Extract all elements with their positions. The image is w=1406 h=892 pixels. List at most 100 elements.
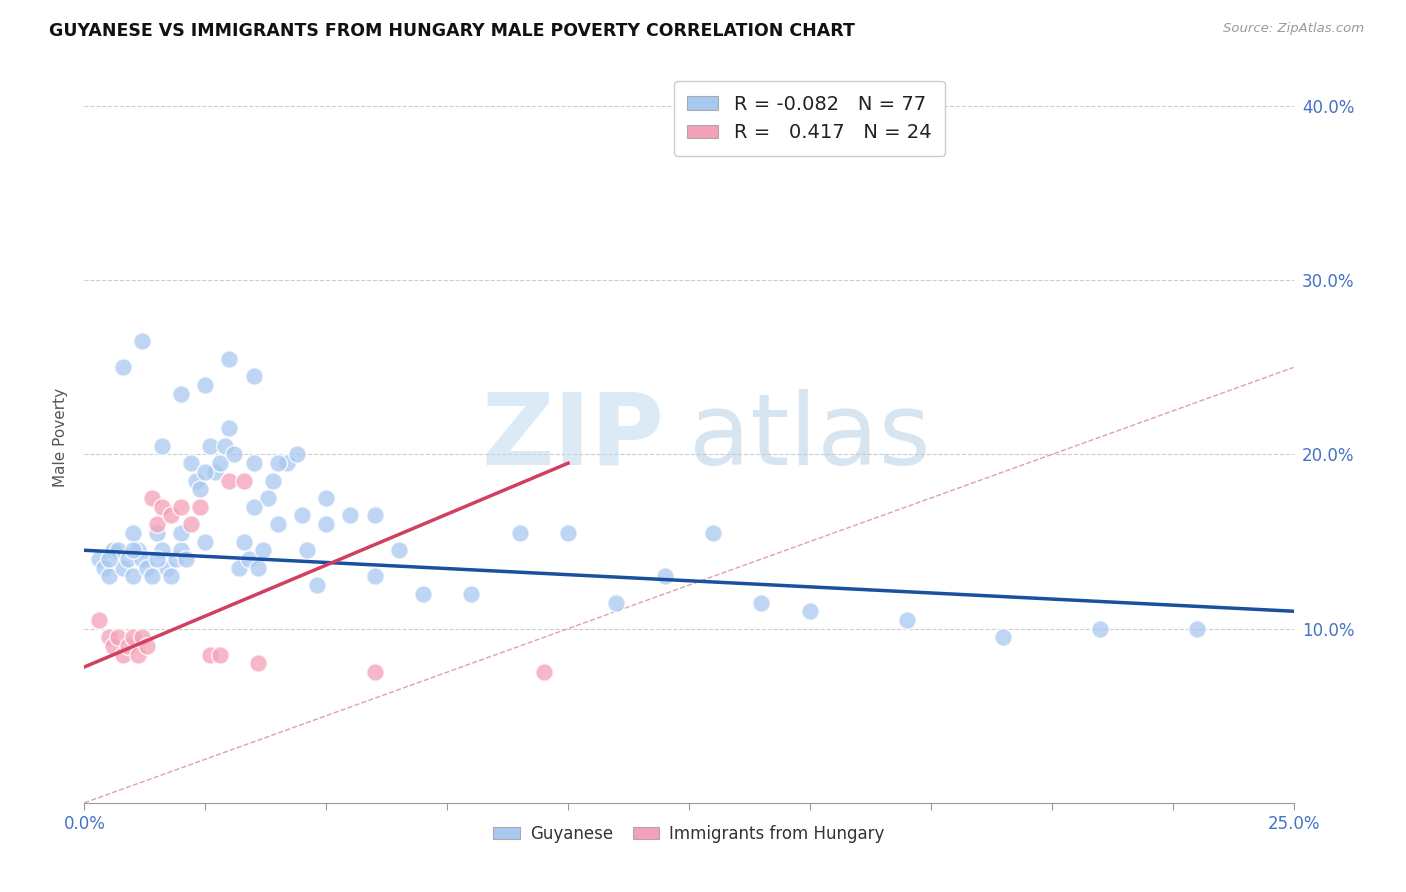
Point <box>170 543 193 558</box>
Point <box>252 543 274 558</box>
Point <box>87 613 110 627</box>
Point <box>146 517 169 532</box>
Point <box>180 456 202 470</box>
Point <box>238 552 260 566</box>
Point <box>315 491 337 505</box>
Point <box>103 543 125 558</box>
Point <box>194 377 217 392</box>
Point <box>242 500 264 514</box>
Text: GUYANESE VS IMMIGRANTS FROM HUNGARY MALE POVERTY CORRELATION CHART: GUYANESE VS IMMIGRANTS FROM HUNGARY MALE… <box>49 22 855 40</box>
Point <box>208 648 231 662</box>
Point <box>799 604 821 618</box>
Text: Source: ZipAtlas.com: Source: ZipAtlas.com <box>1223 22 1364 36</box>
Point <box>305 578 328 592</box>
Point <box>228 560 250 574</box>
Point <box>117 639 139 653</box>
Point <box>97 552 120 566</box>
Point <box>751 595 773 609</box>
Point <box>146 525 169 540</box>
Point <box>180 517 202 532</box>
Point <box>174 552 197 566</box>
Point <box>112 360 135 375</box>
Point <box>146 552 169 566</box>
Point <box>315 517 337 532</box>
Point <box>388 543 411 558</box>
Point <box>218 351 240 366</box>
Point <box>509 525 531 540</box>
Point <box>233 474 256 488</box>
Point <box>218 421 240 435</box>
Point <box>1185 622 1208 636</box>
Point <box>262 474 284 488</box>
Point <box>170 525 193 540</box>
Point <box>267 517 290 532</box>
Text: ZIP: ZIP <box>482 389 665 485</box>
Point <box>160 508 183 523</box>
Point <box>136 560 159 574</box>
Point <box>93 560 115 574</box>
Point <box>136 639 159 653</box>
Point <box>218 474 240 488</box>
Point <box>233 534 256 549</box>
Point <box>654 569 676 583</box>
Point <box>412 587 434 601</box>
Point <box>247 560 270 574</box>
Point <box>117 552 139 566</box>
Point <box>121 543 143 558</box>
Point <box>533 665 555 680</box>
Point <box>103 639 125 653</box>
Point <box>896 613 918 627</box>
Point <box>141 569 163 583</box>
Point <box>150 500 173 514</box>
Point <box>127 543 149 558</box>
Point <box>702 525 724 540</box>
Point <box>291 508 314 523</box>
Point <box>160 569 183 583</box>
Point <box>208 456 231 470</box>
Point <box>247 657 270 671</box>
Point <box>242 456 264 470</box>
Point <box>165 552 187 566</box>
Point <box>557 525 579 540</box>
Point <box>204 465 226 479</box>
Point <box>121 631 143 645</box>
Point <box>194 534 217 549</box>
Point <box>242 369 264 384</box>
Point <box>605 595 627 609</box>
Point <box>107 631 129 645</box>
Point <box>121 525 143 540</box>
Point <box>295 543 318 558</box>
Point <box>224 448 246 462</box>
Point <box>198 648 221 662</box>
Point <box>121 569 143 583</box>
Point <box>107 543 129 558</box>
Point <box>339 508 361 523</box>
Point <box>131 334 153 349</box>
Point <box>170 500 193 514</box>
Point <box>267 456 290 470</box>
Point <box>97 631 120 645</box>
Point <box>112 560 135 574</box>
Point <box>112 648 135 662</box>
Point <box>150 543 173 558</box>
Point <box>194 465 217 479</box>
Point <box>257 491 280 505</box>
Point <box>170 386 193 401</box>
Point <box>460 587 482 601</box>
Point <box>285 448 308 462</box>
Point <box>363 508 385 523</box>
Text: atlas: atlas <box>689 389 931 485</box>
Y-axis label: Male Poverty: Male Poverty <box>53 387 69 487</box>
Point <box>1088 622 1111 636</box>
Point <box>190 500 212 514</box>
Point <box>141 491 163 505</box>
Point <box>150 439 173 453</box>
Point <box>97 569 120 583</box>
Point <box>155 560 177 574</box>
Point <box>993 631 1015 645</box>
Point <box>363 665 385 680</box>
Legend: Guyanese, Immigrants from Hungary: Guyanese, Immigrants from Hungary <box>486 818 891 849</box>
Point <box>198 439 221 453</box>
Point <box>363 569 385 583</box>
Point <box>276 456 298 470</box>
